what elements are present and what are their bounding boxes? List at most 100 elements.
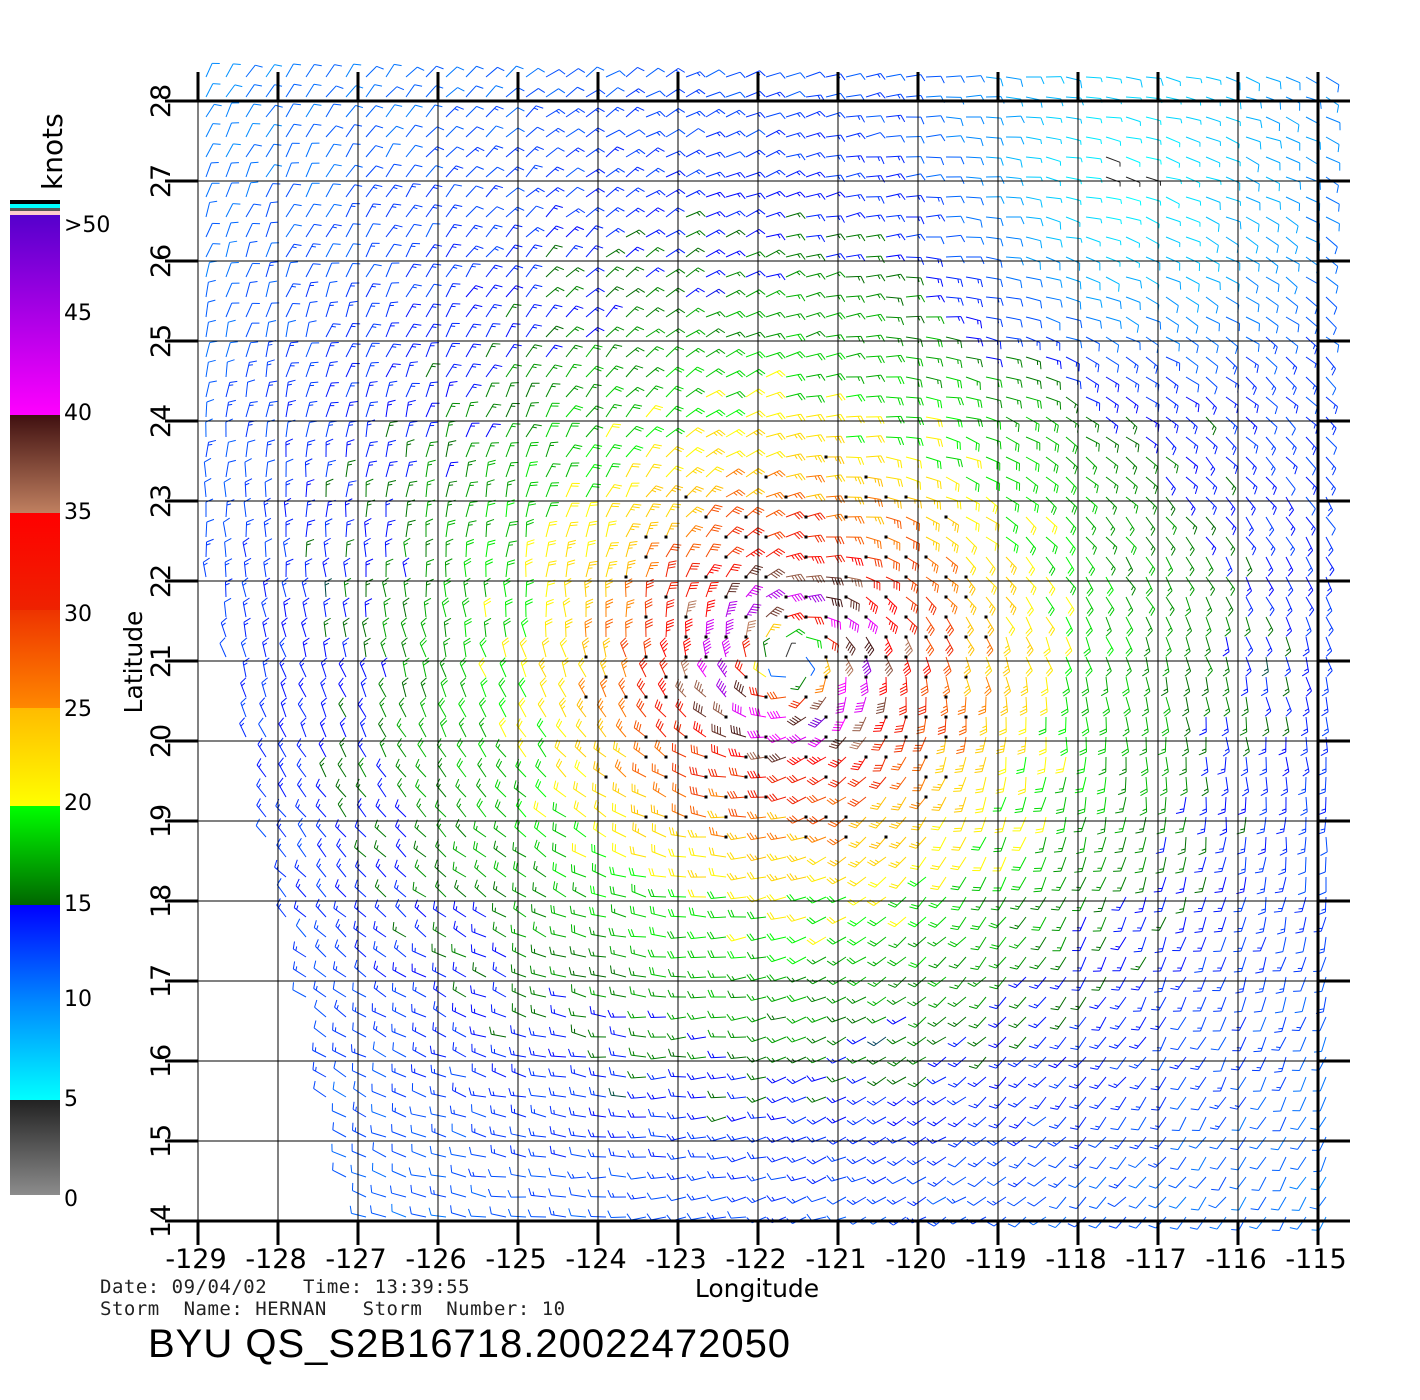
wind-barb bbox=[1093, 836, 1107, 853]
barb-feather bbox=[412, 982, 415, 990]
wind-barb bbox=[511, 942, 527, 958]
barb-feather bbox=[1209, 1146, 1218, 1150]
wind-barb bbox=[886, 1196, 907, 1205]
barb-staff bbox=[435, 886, 447, 898]
barb-staff bbox=[1118, 976, 1127, 991]
barb-half-feather bbox=[1053, 1083, 1059, 1087]
wind-barb bbox=[508, 1087, 527, 1098]
barb-feather bbox=[1108, 1225, 1117, 1229]
barb-feather bbox=[769, 794, 775, 801]
barb-feather bbox=[646, 1213, 652, 1221]
barb-staff bbox=[1079, 916, 1087, 931]
barb-feather bbox=[557, 760, 563, 769]
barb-staff bbox=[1140, 936, 1147, 952]
barb-feather bbox=[574, 759, 578, 768]
barb-staff bbox=[1081, 856, 1087, 872]
barb-half-feather bbox=[336, 1005, 339, 1010]
barb-staff bbox=[1319, 1076, 1327, 1092]
barb-staff bbox=[352, 1070, 367, 1078]
barb-feather bbox=[829, 916, 836, 923]
barb-staff bbox=[1157, 1016, 1167, 1030]
barb-half-feather bbox=[993, 1063, 999, 1067]
wind-barb bbox=[315, 778, 327, 798]
barb-staff bbox=[1135, 1196, 1147, 1209]
barb-feather bbox=[806, 1037, 813, 1044]
barb-feather bbox=[1089, 1086, 1097, 1090]
wind-barb bbox=[1050, 996, 1067, 1011]
barb-staff bbox=[1261, 996, 1267, 1012]
barb-feather bbox=[753, 770, 758, 778]
barb-feather bbox=[651, 967, 655, 976]
wind-barb bbox=[550, 904, 567, 918]
barb-feather bbox=[510, 1025, 513, 1033]
barb-staff bbox=[960, 776, 967, 792]
barb-feather bbox=[690, 889, 695, 897]
barb-feather bbox=[907, 1024, 916, 1028]
barb-half-feather bbox=[1139, 828, 1144, 830]
barb-feather bbox=[687, 990, 692, 999]
barb-staff bbox=[411, 1071, 427, 1078]
barb-feather bbox=[647, 1148, 652, 1157]
barb-feather bbox=[1089, 1106, 1097, 1110]
barb-feather bbox=[1175, 871, 1183, 874]
wind-barb bbox=[690, 744, 708, 759]
barb-staff bbox=[394, 886, 407, 898]
barb-feather bbox=[1255, 931, 1264, 934]
barb-staff bbox=[1081, 776, 1087, 792]
wind-barb bbox=[846, 1036, 867, 1045]
barb-staff bbox=[611, 972, 627, 978]
wind-barb bbox=[686, 1131, 707, 1140]
barb-feather bbox=[1241, 791, 1249, 797]
barb-feather bbox=[667, 989, 672, 998]
barb-staff bbox=[611, 893, 627, 898]
barb-feather bbox=[393, 940, 398, 948]
wind-barb bbox=[1196, 816, 1207, 835]
barb-staff bbox=[1141, 896, 1147, 912]
barb-feather bbox=[535, 778, 540, 787]
barb-staff bbox=[954, 1036, 967, 1048]
wind-barb bbox=[513, 780, 527, 798]
barb-half-feather bbox=[552, 1071, 555, 1077]
wind-barb bbox=[647, 1108, 667, 1118]
barb-feather bbox=[850, 822, 858, 827]
barb-feather bbox=[1089, 1166, 1097, 1170]
barb-staff bbox=[571, 1215, 587, 1218]
wind-barb bbox=[1047, 1136, 1067, 1147]
wind-barb bbox=[1016, 756, 1027, 775]
wind-barb bbox=[746, 951, 767, 960]
wind-barb bbox=[472, 962, 487, 978]
wind-barb bbox=[528, 1127, 547, 1138]
barb-half-feather bbox=[1033, 1023, 1038, 1027]
barb-feather bbox=[632, 906, 635, 915]
wind-barb bbox=[730, 724, 747, 738]
barb-half-feather bbox=[552, 1210, 555, 1216]
barb-staff bbox=[356, 804, 367, 818]
barb-feather bbox=[488, 1087, 492, 1096]
barb-staff bbox=[373, 967, 387, 978]
barb-staff bbox=[512, 889, 527, 898]
wind-barb bbox=[509, 1126, 527, 1138]
wind-barb bbox=[295, 878, 307, 898]
barb-half-feather bbox=[1115, 1105, 1120, 1108]
wind-barb bbox=[1295, 916, 1307, 934]
wind-barb bbox=[534, 819, 547, 838]
wind-barb bbox=[950, 876, 967, 891]
wind-barb bbox=[507, 1208, 527, 1218]
wind-barb bbox=[667, 950, 687, 959]
barb-staff bbox=[1197, 1076, 1207, 1090]
wind-barb bbox=[668, 1048, 687, 1058]
barb-staff bbox=[379, 743, 387, 758]
wind-barb bbox=[806, 976, 827, 985]
barb-staff bbox=[954, 1076, 967, 1088]
barb-staff bbox=[1323, 936, 1327, 952]
wind-barb bbox=[766, 1076, 787, 1084]
barb-staff bbox=[1115, 1036, 1127, 1049]
wind-barb bbox=[1254, 856, 1267, 874]
wind-barb bbox=[746, 1035, 767, 1043]
barb-feather bbox=[887, 1101, 895, 1107]
barb-feather bbox=[1027, 1083, 1036, 1088]
barb-feather bbox=[931, 789, 940, 791]
wind-barb bbox=[633, 720, 648, 739]
barb-staff bbox=[571, 1134, 587, 1138]
barb-staff bbox=[353, 927, 367, 938]
